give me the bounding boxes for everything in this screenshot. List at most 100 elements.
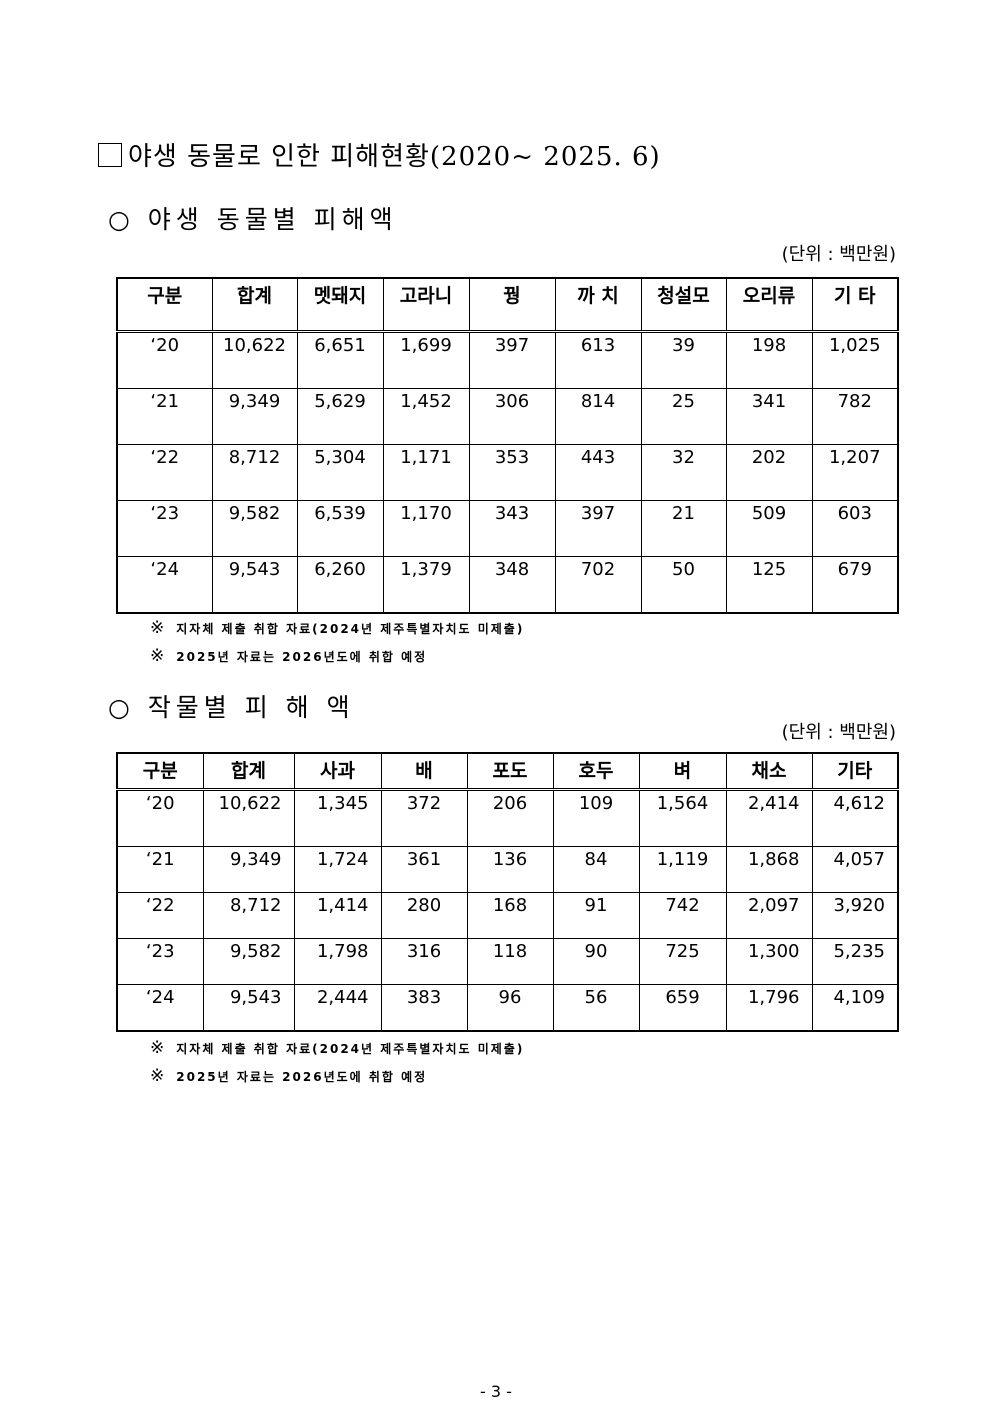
note-mark: ※	[150, 646, 167, 666]
table-cell: 1,798	[293, 938, 382, 985]
column-header: 채소	[725, 752, 813, 790]
column-header: 고라니	[382, 277, 470, 332]
table-cell: 397	[468, 331, 556, 389]
section1-heading: ○ 야생 동물별 피해액	[108, 205, 398, 234]
table-cell: 702	[554, 556, 642, 614]
table-cell: 9,543	[202, 984, 295, 1032]
table-cell: 25	[640, 388, 727, 445]
table-row: ‘21 9,349 5,629 1,452 306 814 25 341 782	[116, 388, 899, 445]
table-cell: 348	[468, 556, 556, 614]
table-cell: 9,349	[211, 388, 298, 445]
section1-note-2: ※ 2025년 자료는 2026년도에 취합 예정	[150, 646, 427, 666]
table-cell: 118	[466, 938, 554, 985]
column-header: 배	[380, 752, 468, 790]
page-title: 야생 동물로 인한 피해현황(2020~ 2025. 6)	[98, 136, 661, 173]
table-cell: 2,444	[293, 984, 382, 1032]
table-cell: 8,712	[211, 444, 298, 501]
table-cell: 397	[554, 500, 642, 557]
table-cell: ‘24	[116, 556, 213, 614]
table-row: ‘20 10,622 6,651 1,699 397 613 39 198 1,025	[116, 331, 899, 389]
table-cell: ‘23	[116, 500, 213, 557]
table-cell: 1,171	[382, 444, 470, 501]
section2-note-2: ※ 2025년 자료는 2026년도에 취합 예정	[150, 1066, 427, 1086]
table-cell: 1,868	[725, 846, 813, 893]
note-mark: ※	[150, 1038, 167, 1058]
column-header: 청설모	[640, 277, 727, 332]
column-header: 벼	[638, 752, 727, 790]
table-cell: 1,452	[382, 388, 470, 445]
column-header: 합계	[211, 277, 298, 332]
table-cell: 1,345	[293, 789, 382, 847]
note-text: 2025년 자료는 2026년도에 취합 예정	[176, 1070, 428, 1084]
table-row: ‘23 9,582 6,539 1,170 343 397 21 509 603	[116, 500, 899, 557]
table-cell: 5,629	[296, 388, 384, 445]
table-cell: 603	[811, 500, 899, 557]
table-cell: 21	[640, 500, 727, 557]
section2-unit: (단위 : 백만원)	[781, 722, 896, 743]
table-cell: 10,622	[211, 331, 298, 389]
column-header: 오리류	[725, 277, 813, 332]
column-header: 멧돼지	[296, 277, 384, 332]
table-cell: 1,207	[811, 444, 899, 501]
table-cell: 198	[725, 331, 813, 389]
table-cell: 9,582	[202, 938, 295, 985]
table-cell: 6,260	[296, 556, 384, 614]
table-cell: 1,699	[382, 331, 470, 389]
table-cell: 1,119	[638, 846, 727, 893]
table-cell: 306	[468, 388, 556, 445]
table-cell: 8,712	[202, 892, 295, 939]
note-mark: ※	[150, 618, 167, 638]
table-cell: 1,379	[382, 556, 470, 614]
column-header: 사과	[293, 752, 382, 790]
column-header: 포도	[466, 752, 554, 790]
table-cell: 4,612	[811, 789, 899, 847]
table-cell: 353	[468, 444, 556, 501]
table-row: ‘21 9,349 1,724 361 136 84 1,119 1,868 4,057	[116, 846, 899, 893]
column-header: 구분	[116, 752, 204, 790]
table-cell: 372	[380, 789, 468, 847]
table-cell: 91	[552, 892, 640, 939]
table-cell: 742	[638, 892, 727, 939]
table-cell: 10,622	[202, 789, 295, 847]
table-row: ‘24 9,543 6,260 1,379 348 702 50 125 679	[116, 556, 899, 614]
table-row: ‘23 9,582 1,798 316 118 90 725 1,300 5,235	[116, 938, 899, 985]
table-cell: 39	[640, 331, 727, 389]
note-text: 지자체 제출 취합 자료(2024년 제주특별자치도 미제출)	[176, 1042, 525, 1056]
note-text: 지자체 제출 취합 자료(2024년 제주특별자치도 미제출)	[176, 622, 525, 636]
title-text: 야생 동물로 인한 피해현황(2020~ 2025. 6)	[128, 142, 661, 172]
table-cell: 280	[380, 892, 468, 939]
table-cell: 725	[638, 938, 727, 985]
table-cell: 2,097	[725, 892, 813, 939]
table-cell: 659	[638, 984, 727, 1032]
table-cell: 1,414	[293, 892, 382, 939]
section2-note-1: ※ 지자체 제출 취합 자료(2024년 제주특별자치도 미제출)	[150, 1038, 524, 1058]
table-cell: 168	[466, 892, 554, 939]
checkbox-square-icon	[98, 143, 122, 167]
table-cell: 90	[552, 938, 640, 985]
table-cell: ‘21	[116, 388, 213, 445]
table-cell: 4,109	[811, 984, 899, 1032]
column-header: 기타	[811, 752, 899, 790]
table-cell: 109	[552, 789, 640, 847]
table-cell: ‘22	[116, 444, 213, 501]
table-row: ‘22 8,712 1,414 280 168 91 742 2,097 3,920	[116, 892, 899, 939]
note-text: 2025년 자료는 2026년도에 취합 예정	[176, 650, 428, 664]
table-cell: 1,564	[638, 789, 727, 847]
column-header: 꿩	[468, 277, 556, 332]
table-cell: 343	[468, 500, 556, 557]
table-cell: ‘24	[116, 984, 204, 1032]
table-cell: 1,796	[725, 984, 813, 1032]
table-cell: 509	[725, 500, 813, 557]
crop-damage-table: 구분 합계 사과 배 포도 호두 벼 채소 기타 ‘20 10,622 1,345 372 206 109…	[116, 752, 899, 1032]
table-cell: 1,025	[811, 331, 899, 389]
table-cell: ‘20	[116, 331, 213, 389]
table-cell: ‘22	[116, 892, 204, 939]
table-cell: 9,543	[211, 556, 298, 614]
table-cell: 341	[725, 388, 813, 445]
table-cell: 679	[811, 556, 899, 614]
section1-unit: (단위 : 백만원)	[781, 244, 896, 265]
note-mark: ※	[150, 1066, 167, 1086]
table-cell: 782	[811, 388, 899, 445]
table-cell: 56	[552, 984, 640, 1032]
